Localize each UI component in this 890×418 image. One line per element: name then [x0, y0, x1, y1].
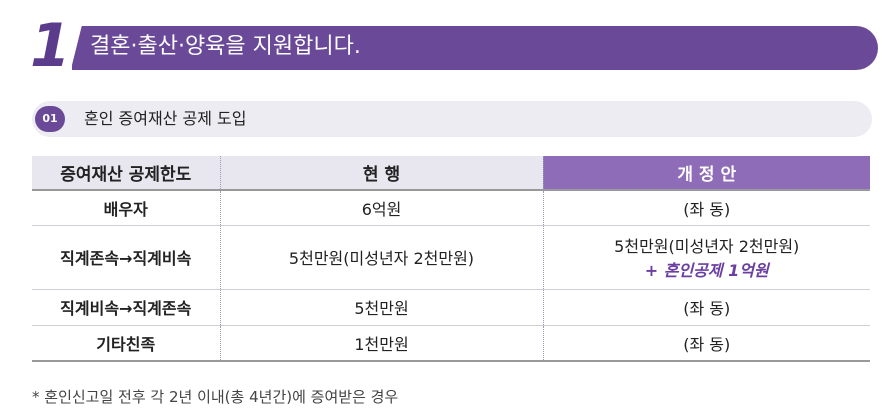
row-current: 1천만원	[219, 325, 543, 362]
footnote: * 혼인신고일 전후 각 2년 이내(총 4년간)에 증여받은 경우	[32, 388, 399, 406]
row-proposed: (좌 동)	[542, 190, 870, 226]
row-category: 직계비속→직계존속	[32, 289, 220, 326]
row-category: 배우자	[32, 190, 220, 226]
row-proposed: (좌 동)	[542, 289, 870, 326]
table-row: 직계비속→직계존속 5천만원 (좌 동)	[32, 289, 870, 326]
table-row: 기타친족 1천만원 (좌 동)	[32, 325, 870, 362]
table-row: 배우자 6억원 (좌 동)	[32, 190, 870, 226]
row-proposed: 5천만원(미성년자 2천만원)	[614, 237, 800, 256]
marriage-deduction-note: + 혼인공제 1억원	[644, 261, 769, 280]
table-row: 직계존속→직계비속 5천만원(미성년자 2천만원) 5천만원(미성년자 2천만원…	[32, 225, 870, 290]
subsection-badge: 01	[35, 106, 65, 132]
section-banner: 1 결혼·출산·양육을 지원합니다.	[30, 16, 878, 76]
column-header-current: 현 행	[219, 156, 543, 191]
row-current: 5천만원(미성년자 2천만원)	[219, 225, 543, 290]
subsection-title: 혼인 증여재산 공제 도입	[84, 109, 247, 128]
subsection-heading: 01 혼인 증여재산 공제 도입	[32, 101, 872, 137]
table-header-row: 증여재산 공제한도 현 행 개 정 안	[32, 156, 870, 191]
row-proposed: (좌 동)	[542, 325, 870, 362]
column-header-proposed: 개 정 안	[542, 156, 870, 191]
banner-bar	[72, 26, 878, 70]
row-category: 기타친족	[32, 325, 220, 362]
section-title: 결혼·출산·양육을 지원합니다.	[90, 34, 361, 59]
row-proposed-cell: 5천만원(미성년자 2천만원) + 혼인공제 1억원	[542, 225, 870, 290]
row-category: 직계존속→직계비속	[32, 225, 220, 290]
comparison-table: 증여재산 공제한도 현 행 개 정 안 배우자 6억원 (좌 동) 직계존속→직…	[32, 156, 870, 362]
row-current: 5천만원	[219, 289, 543, 326]
column-header-category: 증여재산 공제한도	[32, 156, 220, 191]
row-current: 6억원	[219, 190, 543, 226]
